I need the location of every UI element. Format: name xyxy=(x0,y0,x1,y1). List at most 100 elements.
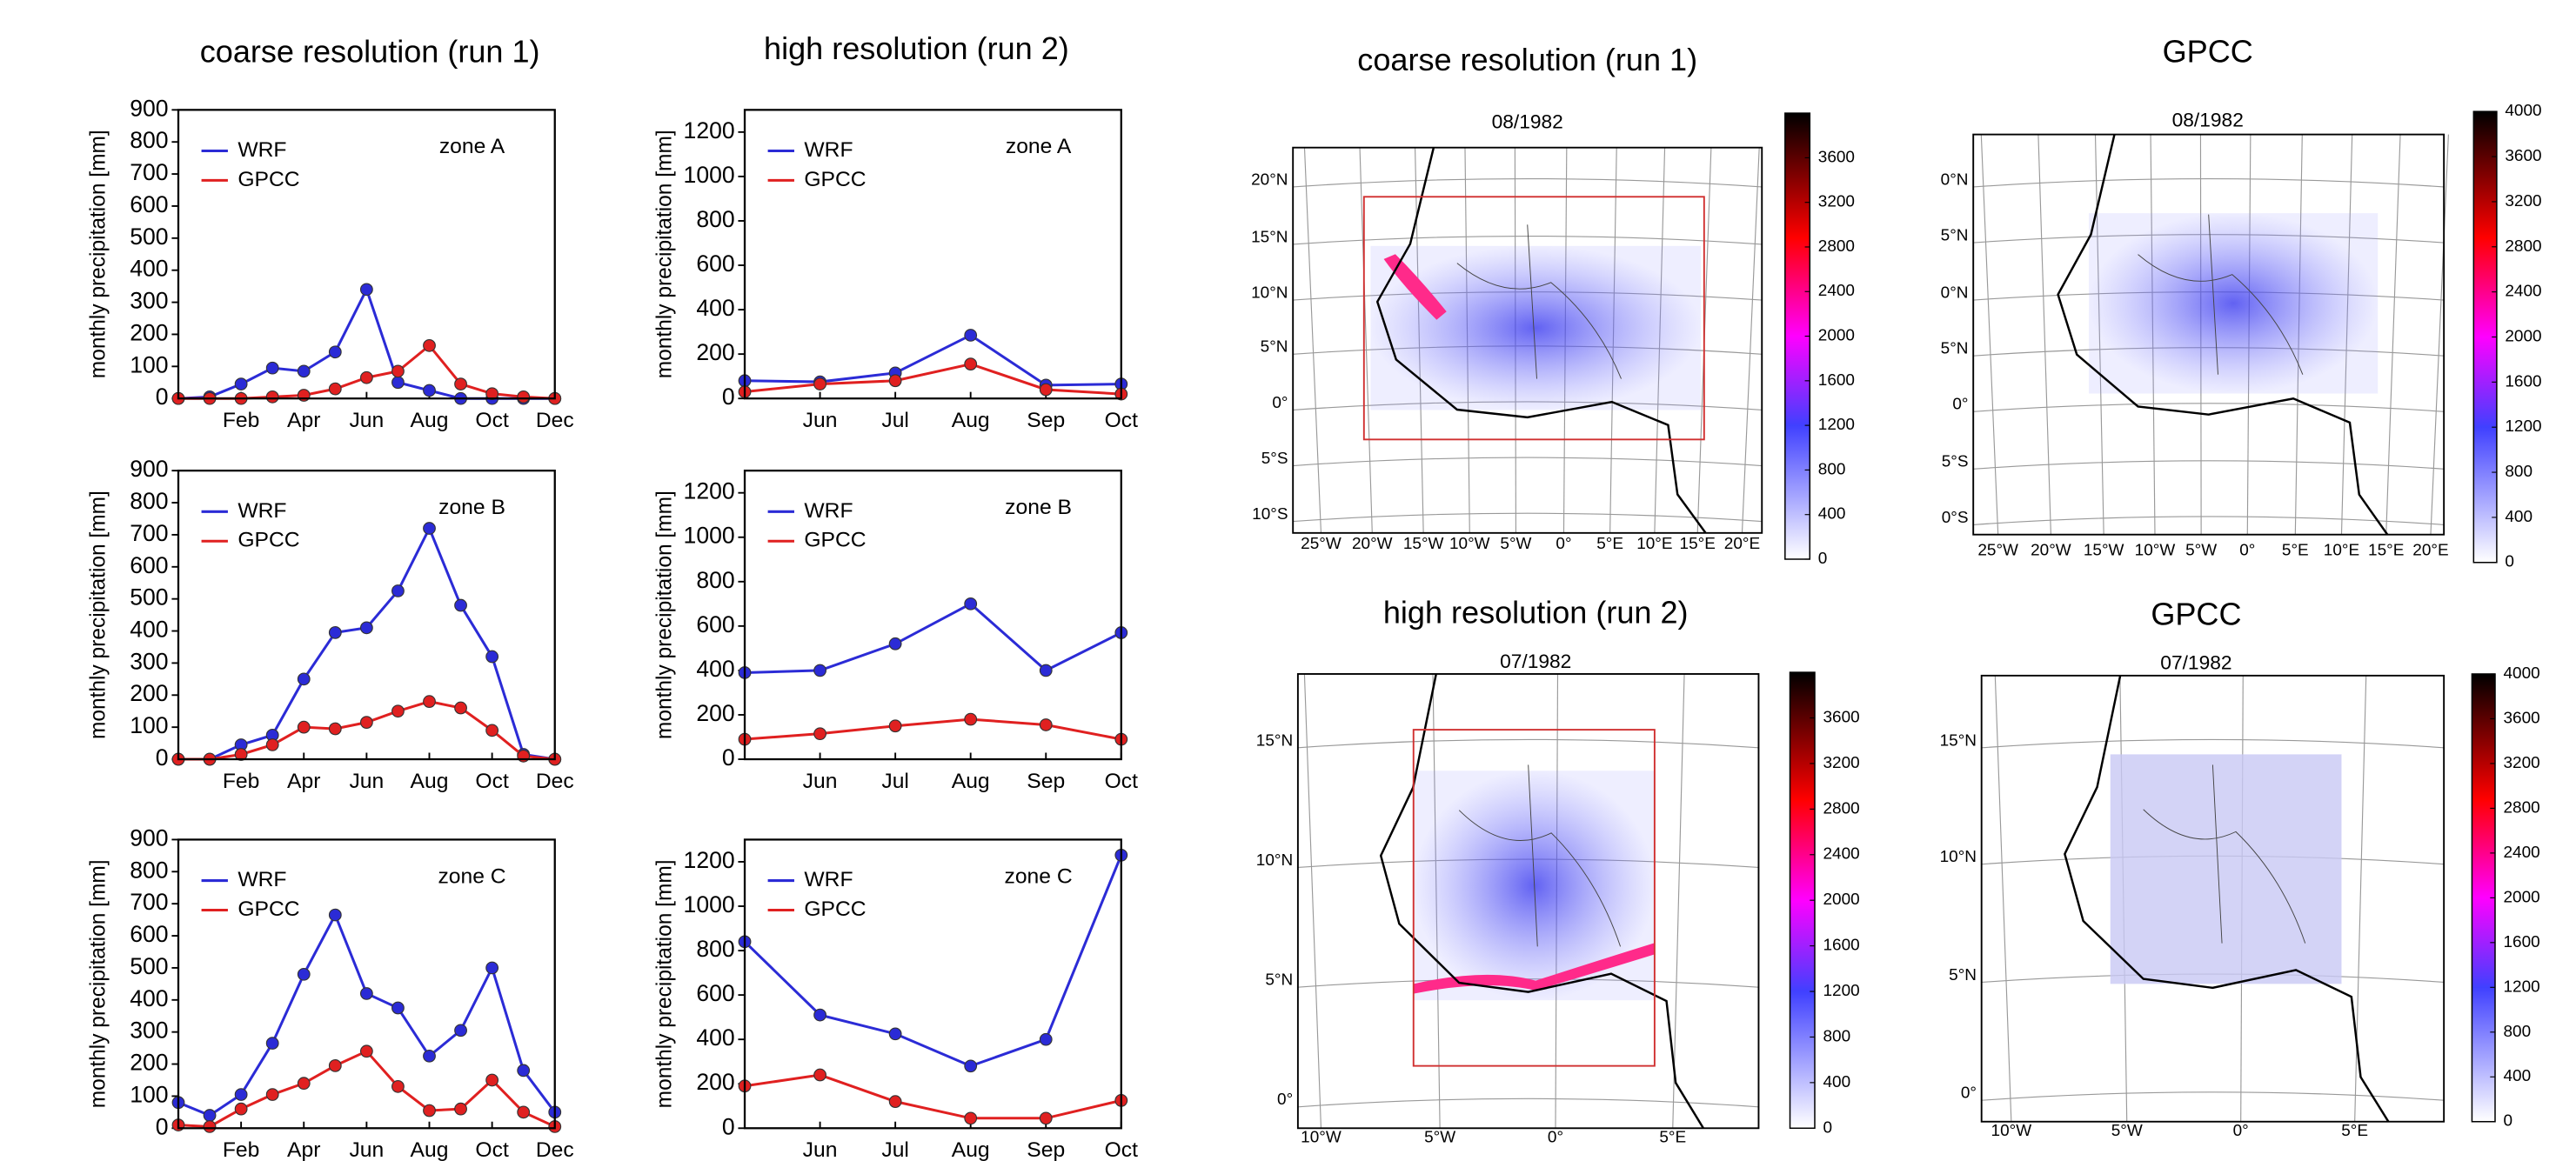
lat-label: 5°S xyxy=(1261,450,1288,468)
lon-label: 0° xyxy=(2239,542,2255,560)
y-tick-label: 0 xyxy=(722,384,735,410)
lat-label: 15°N xyxy=(1940,731,1977,750)
rivers xyxy=(2143,764,2306,944)
data-point xyxy=(203,1120,217,1133)
y-tick-label: 100 xyxy=(130,1081,168,1107)
colorbar-tick-label: 4000 xyxy=(2505,102,2541,120)
x-tick-label: Jun xyxy=(803,770,838,793)
x-tick-label: Oct xyxy=(475,770,509,793)
colorbar-tick-label: 400 xyxy=(1818,505,1846,524)
map-panel xyxy=(1972,133,2449,536)
colorbar-tick-label: 3200 xyxy=(2503,754,2539,772)
y-axis-label: monthly precipitation [mm] xyxy=(86,130,110,378)
legend-label: GPCC xyxy=(238,168,299,191)
map-frame xyxy=(1980,674,2446,1123)
data-point xyxy=(391,1079,405,1093)
colorbar-tick-label: 4000 xyxy=(2503,664,2539,683)
lon-label: 20°W xyxy=(2031,542,2071,560)
x-tick-label: Jul xyxy=(881,1138,909,1161)
colorbar-tick-label: 0 xyxy=(1818,550,1828,568)
lat-label: 5°N xyxy=(1261,338,1288,357)
x-tick-label: Jun xyxy=(803,409,838,432)
map-title: GPCC xyxy=(2151,597,2241,632)
data-point xyxy=(359,621,373,635)
y-tick-label: 400 xyxy=(130,256,168,282)
x-tick-label: Dec xyxy=(536,1138,574,1161)
precip-field xyxy=(2089,213,2379,394)
lat-label: 0° xyxy=(1952,396,1968,414)
data-point xyxy=(454,598,467,612)
colorbar-tick-label: 3200 xyxy=(1818,193,1855,211)
y-tick-label: 400 xyxy=(696,1024,734,1051)
data-point xyxy=(265,361,279,375)
data-point xyxy=(964,357,978,370)
data-point xyxy=(297,672,311,686)
precip-max xyxy=(1413,943,1655,994)
lat-label: 5°N xyxy=(1941,340,1969,358)
legend-label: WRF xyxy=(804,499,853,523)
lon-label: 0° xyxy=(1556,535,1571,553)
data-point xyxy=(888,637,902,651)
colorbar-tick-label: 2400 xyxy=(2505,283,2541,301)
y-tick-label: 200 xyxy=(696,339,734,365)
graticule xyxy=(1293,235,1763,245)
y-tick-label: 400 xyxy=(130,617,168,643)
legend-label: GPCC xyxy=(804,529,866,552)
data-point xyxy=(813,727,826,741)
lon-label: 5°E xyxy=(2282,542,2309,560)
y-tick-label: 0 xyxy=(156,384,169,410)
y-tick-label: 700 xyxy=(130,520,168,546)
y-tick-label: 700 xyxy=(130,889,168,915)
graticule xyxy=(1973,403,2445,412)
x-tick-label: Aug xyxy=(411,770,449,793)
x-tick-label: Feb xyxy=(223,409,259,432)
data-point xyxy=(265,738,279,751)
y-tick-label: 0 xyxy=(156,1113,169,1139)
colorbar-tick-label: 3600 xyxy=(2505,147,2541,165)
chart-title: coarse resolution (run 1) xyxy=(200,34,540,70)
data-point xyxy=(964,712,978,726)
lon-label: 10°W xyxy=(1301,1129,1342,1147)
graticule xyxy=(2430,134,2449,535)
data-line xyxy=(744,363,1121,396)
precip-field xyxy=(1370,245,1702,410)
lat-label: 20°N xyxy=(1251,170,1288,189)
y-tick-label: 0 xyxy=(156,744,169,771)
zone-label: zone B xyxy=(1005,496,1072,519)
lat-label: 5°N xyxy=(1941,227,1969,245)
data-point xyxy=(485,724,499,737)
map-date: 07/1982 xyxy=(2160,651,2231,674)
lat-label: 10°S xyxy=(1252,505,1288,524)
colorbar-tick-label: 1600 xyxy=(2505,372,2541,390)
lon-label: 5°W xyxy=(2185,542,2217,560)
colorbar-tick-label: 3200 xyxy=(2505,192,2541,210)
y-tick-label: 800 xyxy=(130,488,168,514)
lon-label: 5°E xyxy=(2341,1122,2368,1140)
data-point xyxy=(454,1102,467,1116)
lon-label: 20°W xyxy=(1352,535,1393,553)
graticule xyxy=(1672,673,1685,1129)
colorbar-tick-label: 2000 xyxy=(1818,327,1855,345)
x-tick-label: Jun xyxy=(349,1138,384,1161)
graticule xyxy=(1297,738,1759,749)
lon-label: 10°E xyxy=(2324,542,2359,560)
lon-label: 15°W xyxy=(2084,542,2124,560)
coastline xyxy=(2064,675,2390,1123)
colorbar-tick-label: 1200 xyxy=(1818,416,1855,434)
y-tick-label: 800 xyxy=(696,567,734,593)
x-tick-label: Jul xyxy=(881,770,909,793)
data-point xyxy=(964,1059,978,1073)
y-axis-label: monthly precipitation [mm] xyxy=(86,859,110,1108)
colorbar-tick-label: 2800 xyxy=(2505,237,2541,256)
colorbar-tick-label: 1200 xyxy=(1823,982,1859,1000)
x-tick-label: Aug xyxy=(411,409,449,432)
x-tick-label: Apr xyxy=(287,409,320,432)
data-point xyxy=(328,1059,342,1072)
lat-label: 10°N xyxy=(1251,284,1288,303)
y-tick-label: 900 xyxy=(130,95,168,121)
y-tick-label: 0 xyxy=(722,1113,735,1139)
y-axis-label: monthly precipitation [mm] xyxy=(86,490,110,739)
lon-label: 5°W xyxy=(2111,1122,2143,1140)
legend-label: GPCC xyxy=(804,168,866,191)
